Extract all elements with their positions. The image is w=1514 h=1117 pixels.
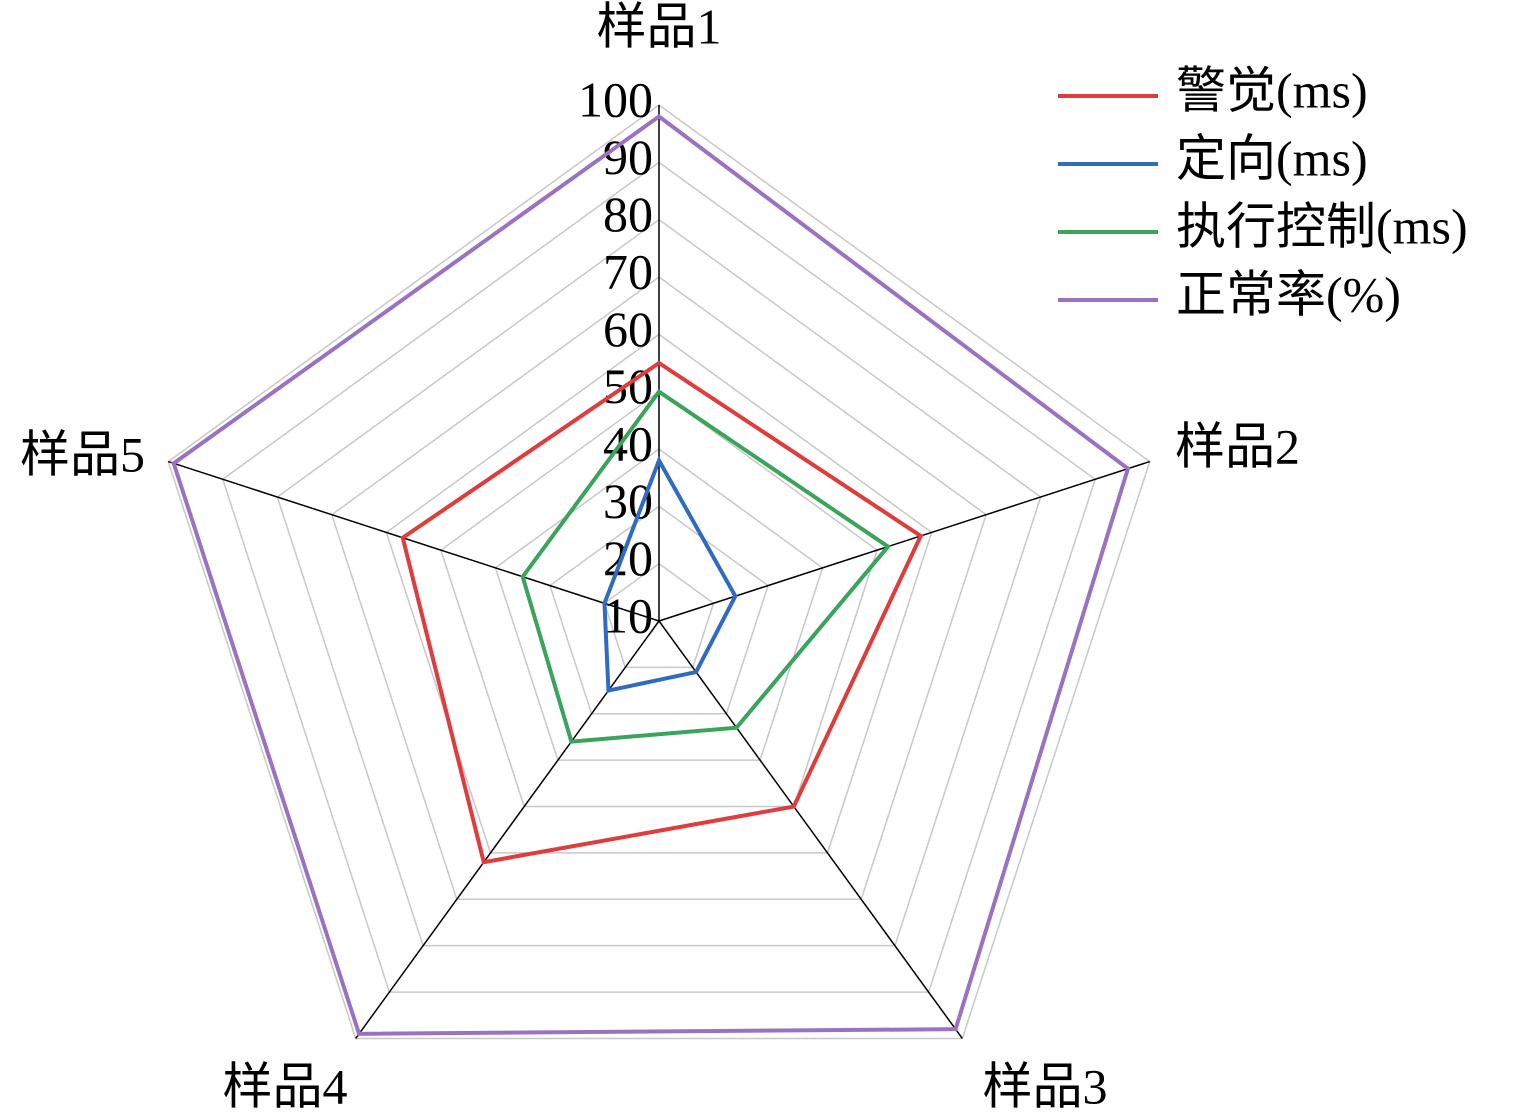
axis-line bbox=[168, 460, 660, 622]
category-label: 样品4 bbox=[223, 1058, 348, 1114]
grid-line bbox=[549, 505, 769, 715]
grid-line bbox=[276, 218, 1042, 947]
category-label: 样品5 bbox=[20, 426, 145, 482]
grid-line bbox=[221, 161, 1097, 993]
r-tick-label: 80 bbox=[603, 186, 653, 242]
r-tick-label: 10 bbox=[603, 587, 653, 643]
category-label: 样品2 bbox=[1175, 418, 1300, 474]
r-tick-label: 60 bbox=[603, 301, 653, 357]
axis-line bbox=[658, 460, 1150, 622]
grid-line bbox=[494, 448, 824, 761]
grid-line bbox=[440, 390, 878, 808]
axis-line bbox=[355, 620, 660, 1039]
legend-label: 定向(ms) bbox=[1176, 130, 1368, 186]
legend-label: 警觉(ms) bbox=[1176, 62, 1368, 118]
legend-label: 正常率(%) bbox=[1176, 266, 1401, 322]
axis-line bbox=[658, 620, 963, 1039]
grid-line bbox=[167, 104, 1151, 1040]
category-label: 样品3 bbox=[983, 1058, 1108, 1114]
series-line bbox=[602, 455, 738, 694]
category-label: 样品1 bbox=[597, 0, 722, 54]
r-tick-label: 40 bbox=[603, 415, 653, 471]
legend-label: 执行控制(ms) bbox=[1176, 198, 1468, 254]
series-line bbox=[171, 113, 1131, 1036]
grid-line bbox=[603, 562, 715, 669]
grid-line bbox=[330, 276, 988, 901]
r-tick-label: 70 bbox=[603, 243, 653, 299]
series-line bbox=[520, 388, 891, 744]
grid-line bbox=[385, 333, 933, 854]
r-tick-label: 100 bbox=[578, 71, 653, 127]
series-line bbox=[400, 360, 924, 865]
